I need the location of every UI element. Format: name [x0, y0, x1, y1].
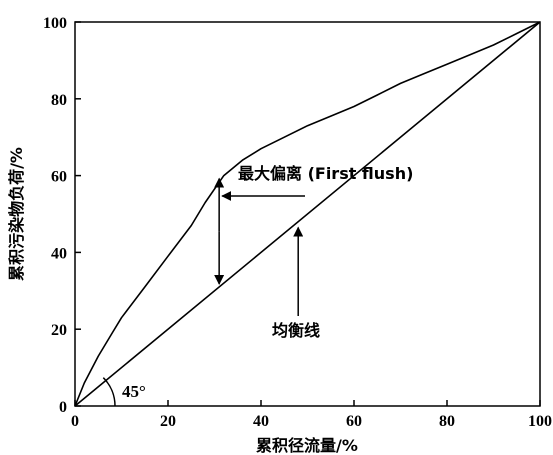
series-layer [74, 21, 541, 407]
y-axis-label: 累积污染物负荷/% [7, 147, 26, 281]
balance-line-label: 均衡线 [272, 321, 320, 340]
balance-line [74, 21, 541, 407]
plot-frame [74, 21, 541, 407]
y-tick-label: 40 [51, 245, 67, 262]
x-tick-label: 60 [346, 413, 362, 430]
angle-label: 45° [122, 382, 146, 401]
x-tick-label: 80 [439, 413, 455, 430]
x-tick-label: 100 [528, 413, 552, 430]
x-tick-label: 20 [160, 413, 176, 430]
x-tick-label: 0 [71, 413, 79, 430]
y-axis-ticks: 0 20 40 60 80 100 [43, 15, 81, 416]
angle-arc [102, 377, 116, 407]
y-tick-label: 80 [51, 92, 67, 109]
cumulative-load-curve [74, 21, 541, 407]
x-axis-label: 累积径流量/% [256, 436, 358, 455]
x-axis-ticks: 0 20 40 60 80 100 [71, 400, 552, 430]
y-tick-label: 60 [51, 169, 67, 186]
annotation-layer [214, 177, 305, 316]
max-deviation-label: 最大偏离 (First flush) [238, 164, 413, 183]
y-tick-label: 100 [43, 15, 67, 32]
x-tick-label: 40 [253, 413, 269, 430]
y-tick-label: 0 [59, 399, 67, 416]
y-tick-label: 20 [51, 322, 67, 339]
